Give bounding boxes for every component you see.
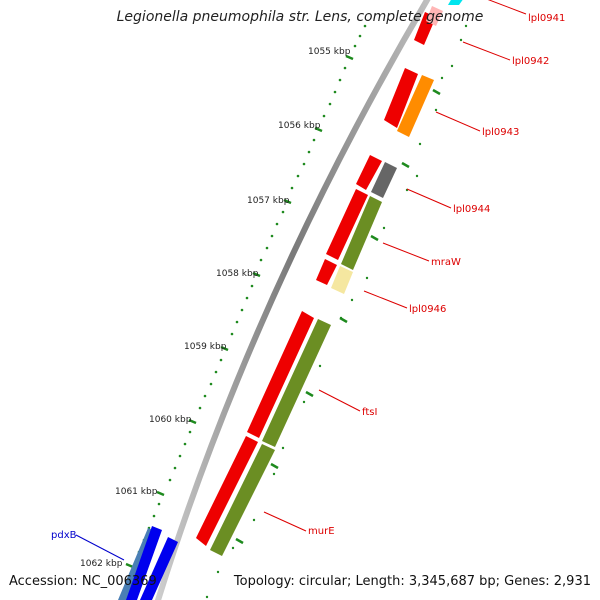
gene-label-lpl0941[interactable]: lpl0941 <box>528 13 565 24</box>
topology-info: Topology: circular; Length: 3,345,687 bp… <box>233 574 591 589</box>
ruler-label-1055: 1055 kbp <box>308 47 351 57</box>
gene-cyan[interactable] <box>448 0 464 5</box>
gene-red-3[interactable] <box>356 155 382 190</box>
gene-label-pdxb[interactable]: pdxB <box>51 530 77 541</box>
gene-label-lpl0942[interactable]: lpl0942 <box>512 56 549 67</box>
accession-label: Accession: NC_006369 <box>9 574 157 589</box>
ruler-label-1061: 1061 kbp <box>115 487 158 497</box>
gene-label-lpl0943[interactable]: lpl0943 <box>482 127 519 138</box>
ruler-label-1060: 1060 kbp <box>149 415 192 425</box>
gene-label-mraw[interactable]: mraW <box>431 257 461 268</box>
gene-olive-mure[interactable] <box>210 444 275 556</box>
pdxb-leader <box>75 534 125 561</box>
reverse-strand-genes <box>196 12 436 546</box>
map-title: Legionella pneumophila str. Lens, comple… <box>116 9 484 25</box>
gene-red-2[interactable] <box>384 68 418 128</box>
gene-gray[interactable] <box>371 162 397 198</box>
ruler-label-1057: 1057 kbp <box>247 196 290 206</box>
gene-label-lpl0944[interactable]: lpl0944 <box>453 204 490 215</box>
gene-orange[interactable] <box>397 75 434 137</box>
gene-red-7[interactable] <box>196 436 258 546</box>
gene-red-6[interactable] <box>247 311 314 438</box>
gene-blue-1[interactable] <box>126 526 162 600</box>
gene-red-4[interactable] <box>326 189 368 260</box>
ruler-label-1056: 1056 kbp <box>278 121 321 131</box>
gene-label-ftsi[interactable]: ftsI <box>362 407 377 418</box>
gene-olive-ftsi[interactable] <box>262 319 331 447</box>
outer-ruler-ticks <box>235 88 441 545</box>
genome-backbone <box>154 0 431 600</box>
gene-olive-mraw[interactable] <box>341 196 382 270</box>
gene-label-lpl0946[interactable]: lpl0946 <box>409 304 446 315</box>
ruler-label-1058: 1058 kbp <box>216 269 259 279</box>
outer-ruler-dots <box>205 24 468 599</box>
ruler-label-1062: 1062 kbp <box>80 559 123 569</box>
ruler-major-ticks <box>125 54 354 569</box>
forward-strand-genes <box>118 0 464 600</box>
leader-lines <box>263 0 527 532</box>
gene-red-5[interactable] <box>316 259 337 285</box>
gene-yellow[interactable] <box>331 266 353 294</box>
ruler-label-1059: 1059 kbp <box>184 342 227 352</box>
gene-label-mure[interactable]: murE <box>308 526 335 537</box>
gene-blue-2[interactable] <box>140 537 178 600</box>
gene-pink[interactable] <box>426 6 443 26</box>
